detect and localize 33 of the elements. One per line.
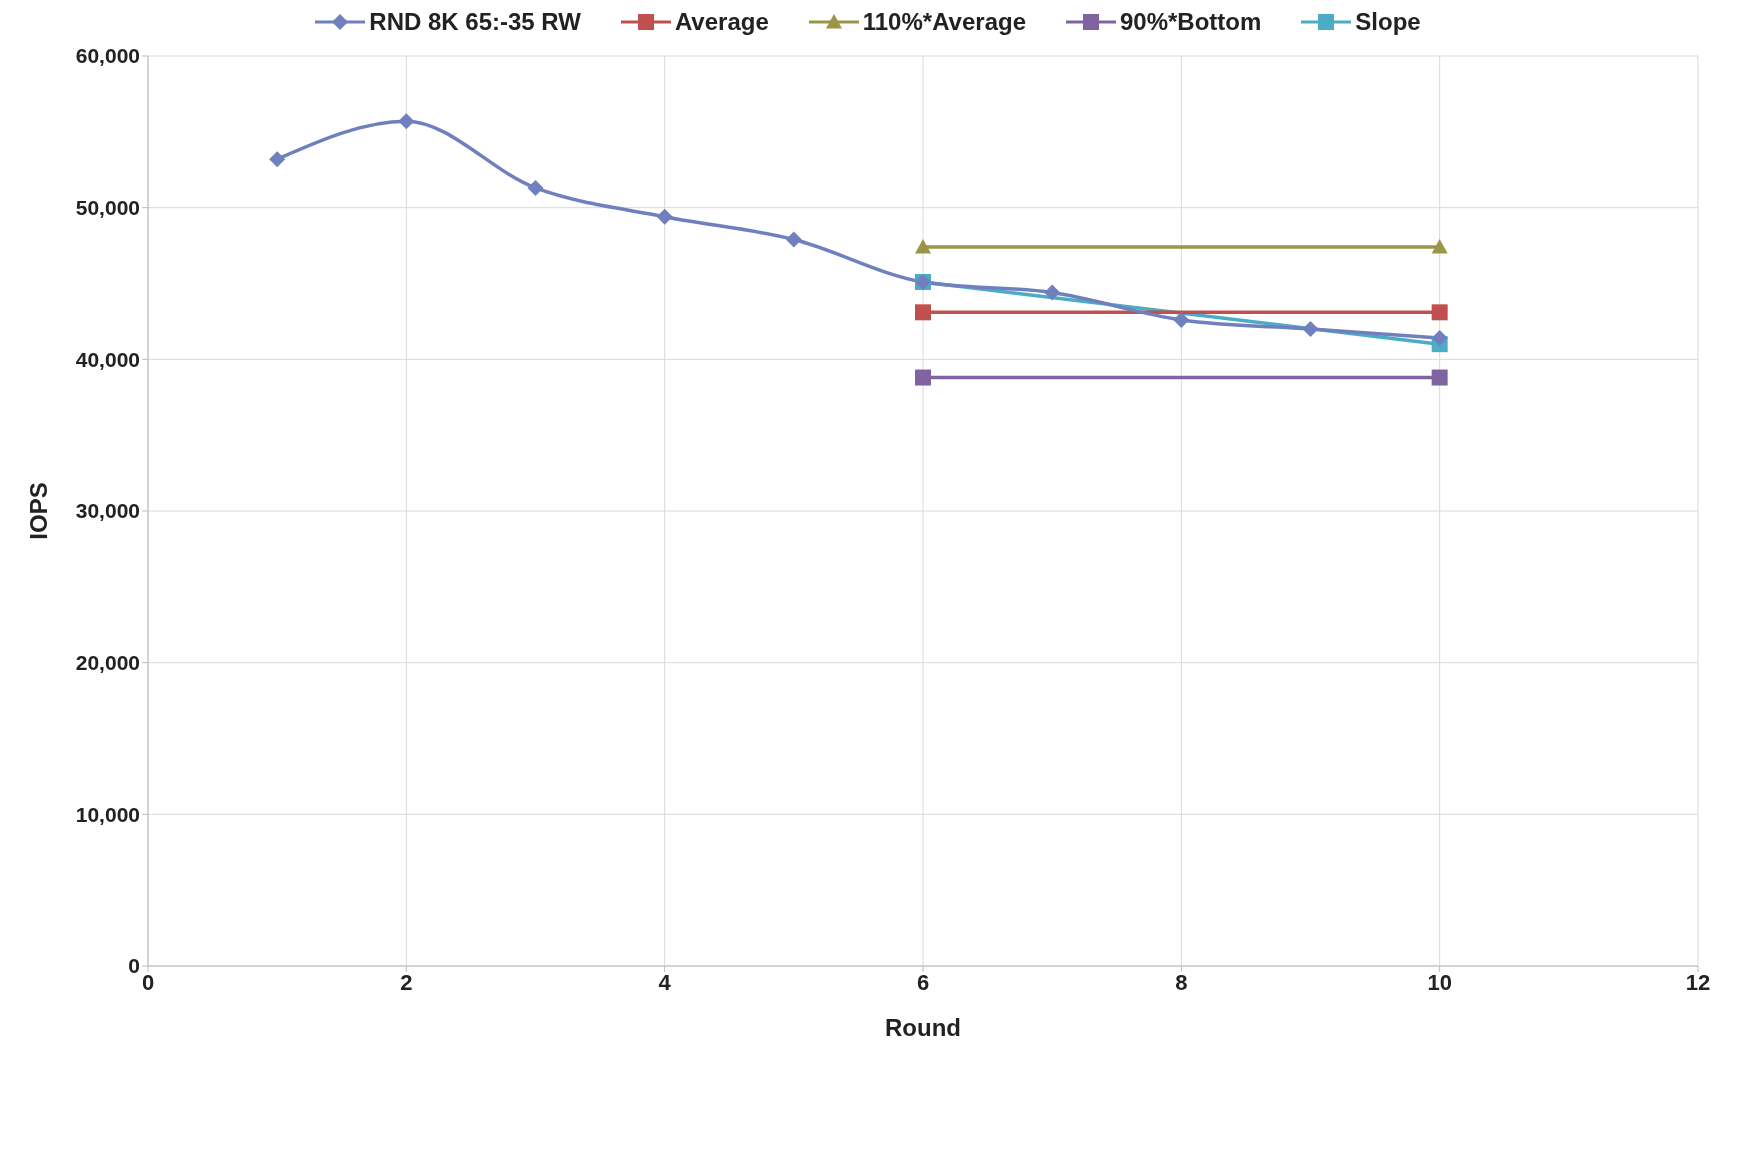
point — [1173, 311, 1190, 328]
y-tick-label: 20,000 — [75, 651, 140, 675]
y-tick-label: 30,000 — [75, 499, 140, 523]
y-tick-label: 60,000 — [75, 44, 140, 68]
x-tick-label: 8 — [1175, 969, 1188, 995]
y-tick-label: 10,000 — [75, 802, 140, 826]
point — [1431, 330, 1448, 347]
x-tick-label: 6 — [916, 969, 930, 995]
legend-label: Average — [674, 8, 769, 36]
legend-label: 90%*Bottom — [1119, 8, 1262, 36]
x-tick-label: 4 — [658, 969, 672, 995]
x-tick-label: 12 — [1685, 969, 1711, 995]
legend-label: 110%*Average — [862, 8, 1026, 36]
point — [656, 208, 673, 225]
point — [915, 304, 931, 321]
y-axis-title: IOPS — [24, 482, 52, 540]
point — [269, 151, 286, 168]
x-tick-label: 10 — [1427, 969, 1452, 995]
y-tick-label: 40,000 — [75, 347, 140, 371]
point — [1431, 304, 1448, 321]
y-tick-label: 50,000 — [75, 196, 140, 220]
legend-label: Slope — [1355, 8, 1421, 36]
point — [1431, 369, 1448, 386]
x-axis-title: Round — [885, 1014, 961, 1041]
point — [398, 113, 415, 130]
point — [915, 369, 931, 386]
point — [785, 231, 802, 248]
x-tick-label: 2 — [400, 969, 413, 995]
y-tick-label: 0 — [128, 954, 140, 978]
point — [527, 179, 544, 196]
point — [1302, 321, 1319, 337]
legend-label: RND 8K 65:-35 RW — [369, 8, 581, 36]
point — [1044, 284, 1061, 301]
